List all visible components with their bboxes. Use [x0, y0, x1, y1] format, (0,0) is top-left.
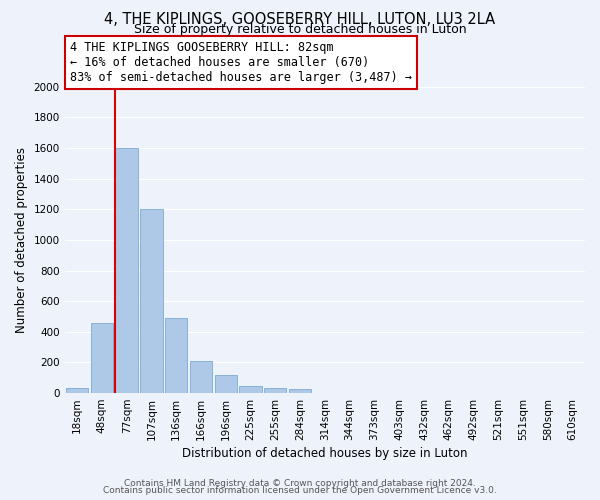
Bar — [264, 388, 286, 393]
Text: 4 THE KIPLINGS GOOSEBERRY HILL: 82sqm
← 16% of detached houses are smaller (670): 4 THE KIPLINGS GOOSEBERRY HILL: 82sqm ← … — [70, 41, 412, 84]
Bar — [239, 386, 262, 393]
Bar — [140, 210, 163, 393]
Bar — [91, 324, 113, 393]
Y-axis label: Number of detached properties: Number of detached properties — [15, 147, 28, 333]
Bar — [289, 389, 311, 393]
Bar — [190, 361, 212, 393]
Text: 4, THE KIPLINGS, GOOSEBERRY HILL, LUTON, LU3 2LA: 4, THE KIPLINGS, GOOSEBERRY HILL, LUTON,… — [104, 12, 496, 26]
Bar — [215, 374, 237, 393]
Bar — [165, 318, 187, 393]
X-axis label: Distribution of detached houses by size in Luton: Distribution of detached houses by size … — [182, 447, 467, 460]
Bar — [66, 388, 88, 393]
Text: Contains HM Land Registry data © Crown copyright and database right 2024.: Contains HM Land Registry data © Crown c… — [124, 478, 476, 488]
Bar — [115, 148, 138, 393]
Text: Contains public sector information licensed under the Open Government Licence v3: Contains public sector information licen… — [103, 486, 497, 495]
Text: Size of property relative to detached houses in Luton: Size of property relative to detached ho… — [134, 22, 466, 36]
